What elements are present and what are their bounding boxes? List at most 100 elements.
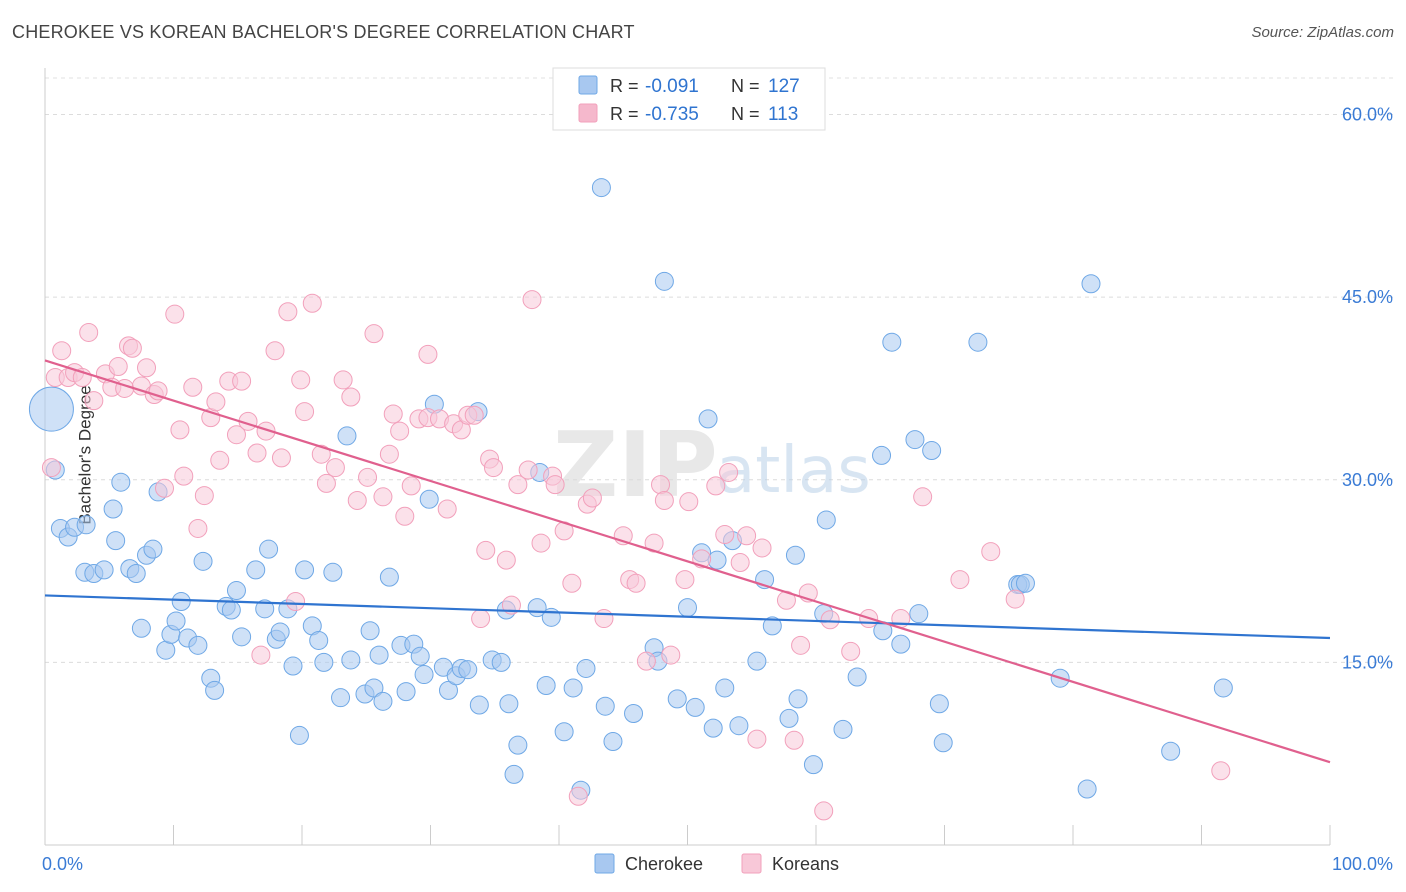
korean-point [582,488,602,508]
korean-point [814,801,834,821]
cherokee-point [188,635,208,655]
korean-point [395,506,415,526]
cherokee-point [193,551,213,571]
korean-point [715,525,735,545]
korean-point [981,542,1001,562]
korean-point [108,357,128,377]
korean-point [531,533,551,553]
cherokee-point [360,621,380,641]
x-tick-label: 100.0% [1332,854,1393,874]
legend-r-label: R = [610,104,639,124]
korean-point [291,370,311,390]
cherokee-point [143,539,163,559]
chart-title: CHEROKEE VS KOREAN BACHELOR'S DEGREE COR… [12,22,635,42]
korean-point [464,405,484,425]
korean-point [820,610,840,630]
y-tick-label: 60.0% [1342,105,1393,125]
cherokee-point [491,652,511,672]
cherokee-point [379,567,399,587]
cherokee-point [788,689,808,709]
korean-point [1005,589,1025,609]
legend-r-label: R = [610,76,639,96]
korean-point [316,473,336,493]
cherokee-point [703,718,723,738]
korean-point [737,526,757,546]
cherokee-point [922,441,942,461]
korean-point [522,290,542,310]
legend-n-value: 113 [768,104,798,125]
korean-point [84,391,104,411]
korean-point [295,402,315,422]
cherokee-point [458,660,478,680]
cherokee-point [747,651,767,671]
korean-point [341,387,361,407]
cherokee-point [1015,573,1035,593]
cherokee-point [872,445,892,465]
korean-point [508,475,528,495]
korean-point [747,729,767,749]
korean-point [183,377,203,397]
korean-point [358,467,378,487]
korean-point [841,641,861,661]
korean-point [79,322,99,342]
korean-point [52,341,72,361]
cherokee-point [563,678,583,698]
cherokee-point [314,652,334,672]
korean-point [784,730,804,750]
legend-r-value: -0.735 [645,104,699,125]
cherokee-point [698,409,718,429]
cherokee-point [909,604,929,624]
korean-point [752,538,772,558]
korean-point [418,344,438,364]
korean-point [594,609,614,629]
cherokee-point [1081,274,1101,294]
korean-point [379,444,399,464]
legend-swatch-koreans [578,103,598,123]
cherokee-point [270,622,290,642]
cherokee-point [289,725,309,745]
cherokee-point [591,178,611,198]
korean-point [137,358,157,378]
korean-point [325,458,345,478]
cherokee-point [654,271,674,291]
korean-point [913,487,933,507]
cherokee-point [816,510,836,530]
korean-point [251,645,271,665]
cherokee-point [369,645,389,665]
correlation-legend: R = -0.091 N = 127 R = -0.735 N = 113 [552,67,826,131]
korean-point [226,425,246,445]
korean-point [265,341,285,361]
cherokee-point [803,755,823,775]
cherokee-point [373,691,393,711]
cherokee-point [94,560,114,580]
x-tick-label: 0.0% [42,854,83,874]
korean-point [636,651,656,671]
cherokee-point [419,489,439,509]
cherokee-point [410,646,430,666]
cherokee-point [226,581,246,601]
korean-point [206,392,226,412]
cherokee-point [968,332,988,352]
korean-point [437,499,457,519]
legend-n-value: 127 [768,76,800,97]
korean-point [518,460,538,480]
korean-point [333,370,353,390]
korean-point [383,404,403,424]
korean-point [1211,761,1231,781]
cherokee-point [715,678,735,698]
korean-point [41,458,61,478]
cherokee-point [536,676,556,696]
cherokee-point [905,430,925,450]
cherokee-point [295,560,315,580]
watermark-atlas: atlas [716,434,871,508]
cherokee-point [166,611,186,631]
korean-point [174,466,194,486]
cherokee-point [1161,741,1181,761]
cherokee-point [246,560,266,580]
legend-swatch-koreans-bottom [741,853,762,874]
cherokee-point [624,704,644,724]
cherokee-point [933,733,953,753]
cherokee-point [283,656,303,676]
cherokee-point [337,426,357,446]
cherokee-point [678,598,697,618]
